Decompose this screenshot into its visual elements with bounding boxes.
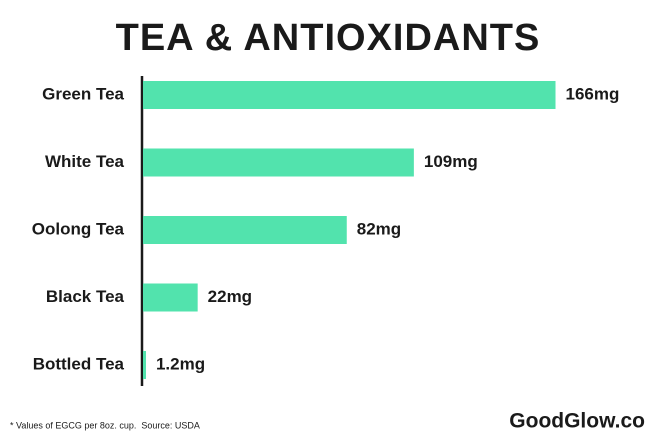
footnote: * Values of EGCG per 8oz. cup. Source: U… (10, 420, 200, 430)
category-label: Green Tea (42, 84, 124, 103)
value-label: 166mg (566, 84, 620, 103)
category-label: Oolong Tea (32, 219, 125, 238)
bar (143, 351, 146, 379)
bar (143, 148, 414, 177)
value-label: 22mg (208, 287, 252, 306)
brand: GoodGlow.co (509, 410, 645, 433)
chart-title: TEA & ANTIOXIDANTS (116, 17, 541, 59)
bar (143, 283, 198, 312)
category-label: White Tea (45, 152, 125, 171)
value-label: 1.2mg (156, 354, 205, 373)
category-label: Black Tea (46, 287, 125, 306)
value-label: 109mg (424, 152, 478, 171)
bar (143, 81, 556, 109)
bar (143, 216, 347, 244)
value-label: 82mg (357, 219, 401, 238)
category-label: Bottled Tea (33, 354, 125, 373)
